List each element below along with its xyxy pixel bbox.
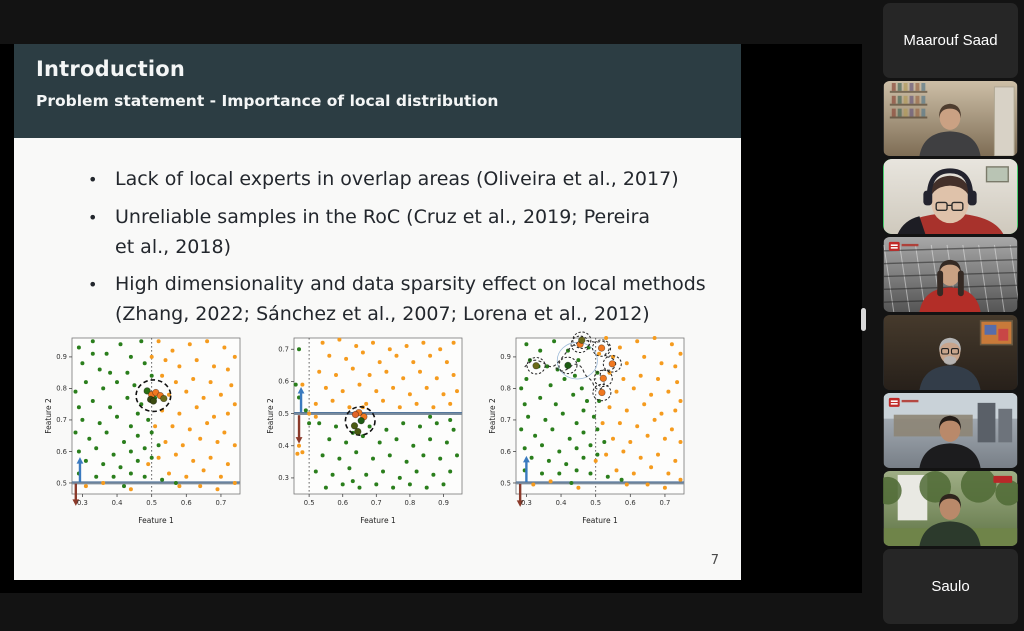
bullet-text: High dimensionality and data sparsity ef… <box>115 273 706 326</box>
svg-text:Feature 2: Feature 2 <box>266 398 275 434</box>
svg-text:0.9: 0.9 <box>438 499 449 507</box>
svg-text:0.3: 0.3 <box>521 499 532 507</box>
svg-text:0.5: 0.5 <box>590 499 601 507</box>
svg-text:0.6: 0.6 <box>500 448 511 456</box>
participant-tile-woman-headphones-glasses-closeup[interactable] <box>883 159 1018 234</box>
slide-subtitle: Problem statement - Importance of local … <box>36 92 499 110</box>
svg-text:0.7: 0.7 <box>56 416 67 424</box>
svg-text:Feature 1: Feature 1 <box>138 516 174 525</box>
participant-tile-man-black-shirt-campus-backdrop[interactable] <box>883 393 1018 468</box>
svg-text:0.5: 0.5 <box>56 479 67 487</box>
participant-video <box>883 315 1018 390</box>
screen-share-stage: Introduction Problem statement - Importa… <box>0 44 862 593</box>
bullet-item: • High dimensionality and data sparsity e… <box>88 270 712 330</box>
scatter-plot-2: 0.5 0.6 0.7 0.8 0.9 0.3 0.4 0.5 0.6 0.7 Feature 1 F… <box>266 337 463 525</box>
participants-sidebar: Maarouf Saad Saulo <box>883 3 1018 624</box>
sidebar-resize-handle[interactable] <box>861 308 866 331</box>
slide-header: Introduction Problem statement - Importa… <box>14 44 741 138</box>
svg-text:0.7: 0.7 <box>216 499 227 507</box>
participant-tile-long-haired-man-red-shirt-building-backdrop[interactable] <box>883 237 1018 312</box>
participant-name-label: Saulo <box>931 578 970 595</box>
participant-video <box>883 159 1018 234</box>
svg-text:Feature 2: Feature 2 <box>44 398 53 434</box>
svg-text:0.9: 0.9 <box>500 353 511 361</box>
scatter-plot-1: 0.3 0.4 0.5 0.6 0.7 0.5 0.6 0.7 0.8 0.9 Feature 1 F… <box>44 337 241 525</box>
svg-text:0.5: 0.5 <box>278 410 289 418</box>
svg-text:Feature 1: Feature 1 <box>360 516 396 525</box>
scatter-plots-row: 0.3 0.4 0.5 0.6 0.7 0.5 0.6 0.7 0.8 0.9 Feature 1 F… <box>42 331 691 527</box>
bullet-text: Unreliable samples in the RoC (Cruz et a… <box>115 205 651 258</box>
bullet-marker: • <box>88 207 98 227</box>
bullet-marker: • <box>88 170 98 189</box>
bullet-text: Lack of local experts in overlap areas (… <box>115 168 679 190</box>
slide-title: Introduction <box>36 57 186 81</box>
participant-video <box>883 393 1018 468</box>
participant-tile-man-home-office-bookshelves[interactable] <box>883 81 1018 156</box>
svg-text:0.6: 0.6 <box>56 448 67 456</box>
svg-text:0.7: 0.7 <box>278 346 289 354</box>
svg-text:0.6: 0.6 <box>625 499 636 507</box>
svg-text:0.7: 0.7 <box>500 416 511 424</box>
svg-text:0.6: 0.6 <box>278 378 289 386</box>
bullet-item: • Unreliable samples in the RoC (Cruz et … <box>88 203 712 263</box>
svg-text:0.9: 0.9 <box>56 353 67 361</box>
svg-text:0.6: 0.6 <box>181 499 192 507</box>
participant-tile-older-man-glasses-dark-room-painting[interactable] <box>883 315 1018 390</box>
svg-text:Feature 1: Feature 1 <box>582 516 618 525</box>
participant-video <box>883 471 1018 546</box>
svg-text:0.8: 0.8 <box>56 385 67 393</box>
participant-tile-man-looking-up-outdoors-trees[interactable] <box>883 471 1018 546</box>
svg-text:0.4: 0.4 <box>556 499 567 507</box>
participant-tile-saulo[interactable]: Saulo <box>883 549 1018 624</box>
svg-text:0.8: 0.8 <box>405 499 416 507</box>
svg-text:0.4: 0.4 <box>278 442 289 450</box>
svg-text:0.7: 0.7 <box>371 499 382 507</box>
bullet-marker: • <box>88 275 98 295</box>
svg-text:Feature 2: Feature 2 <box>488 398 497 434</box>
svg-text:0.5: 0.5 <box>304 499 315 507</box>
svg-text:0.3: 0.3 <box>77 499 88 507</box>
svg-text:0.5: 0.5 <box>500 479 511 487</box>
participant-video <box>883 81 1018 156</box>
page-number: 7 <box>710 553 719 568</box>
svg-text:0.5: 0.5 <box>146 499 157 507</box>
participant-tile-maarouf-saad[interactable]: Maarouf Saad <box>883 3 1018 78</box>
svg-text:0.7: 0.7 <box>660 499 671 507</box>
svg-text:0.4: 0.4 <box>112 499 123 507</box>
presentation-slide: Introduction Problem statement - Importa… <box>14 44 741 580</box>
bullet-list: • Lack of local experts in overlap areas … <box>88 165 712 330</box>
svg-text:0.6: 0.6 <box>337 499 348 507</box>
participant-video <box>883 237 1018 312</box>
svg-text:0.8: 0.8 <box>500 385 511 393</box>
svg-text:0.3: 0.3 <box>278 474 289 482</box>
participant-name-label: Maarouf Saad <box>903 32 998 49</box>
scatter-plot-3: 0.3 0.4 0.5 0.6 0.7 0.5 0.6 0.7 0.8 0.9 Feature 1 F… <box>488 331 685 525</box>
bullet-item: • Lack of local experts in overlap areas … <box>88 165 712 195</box>
